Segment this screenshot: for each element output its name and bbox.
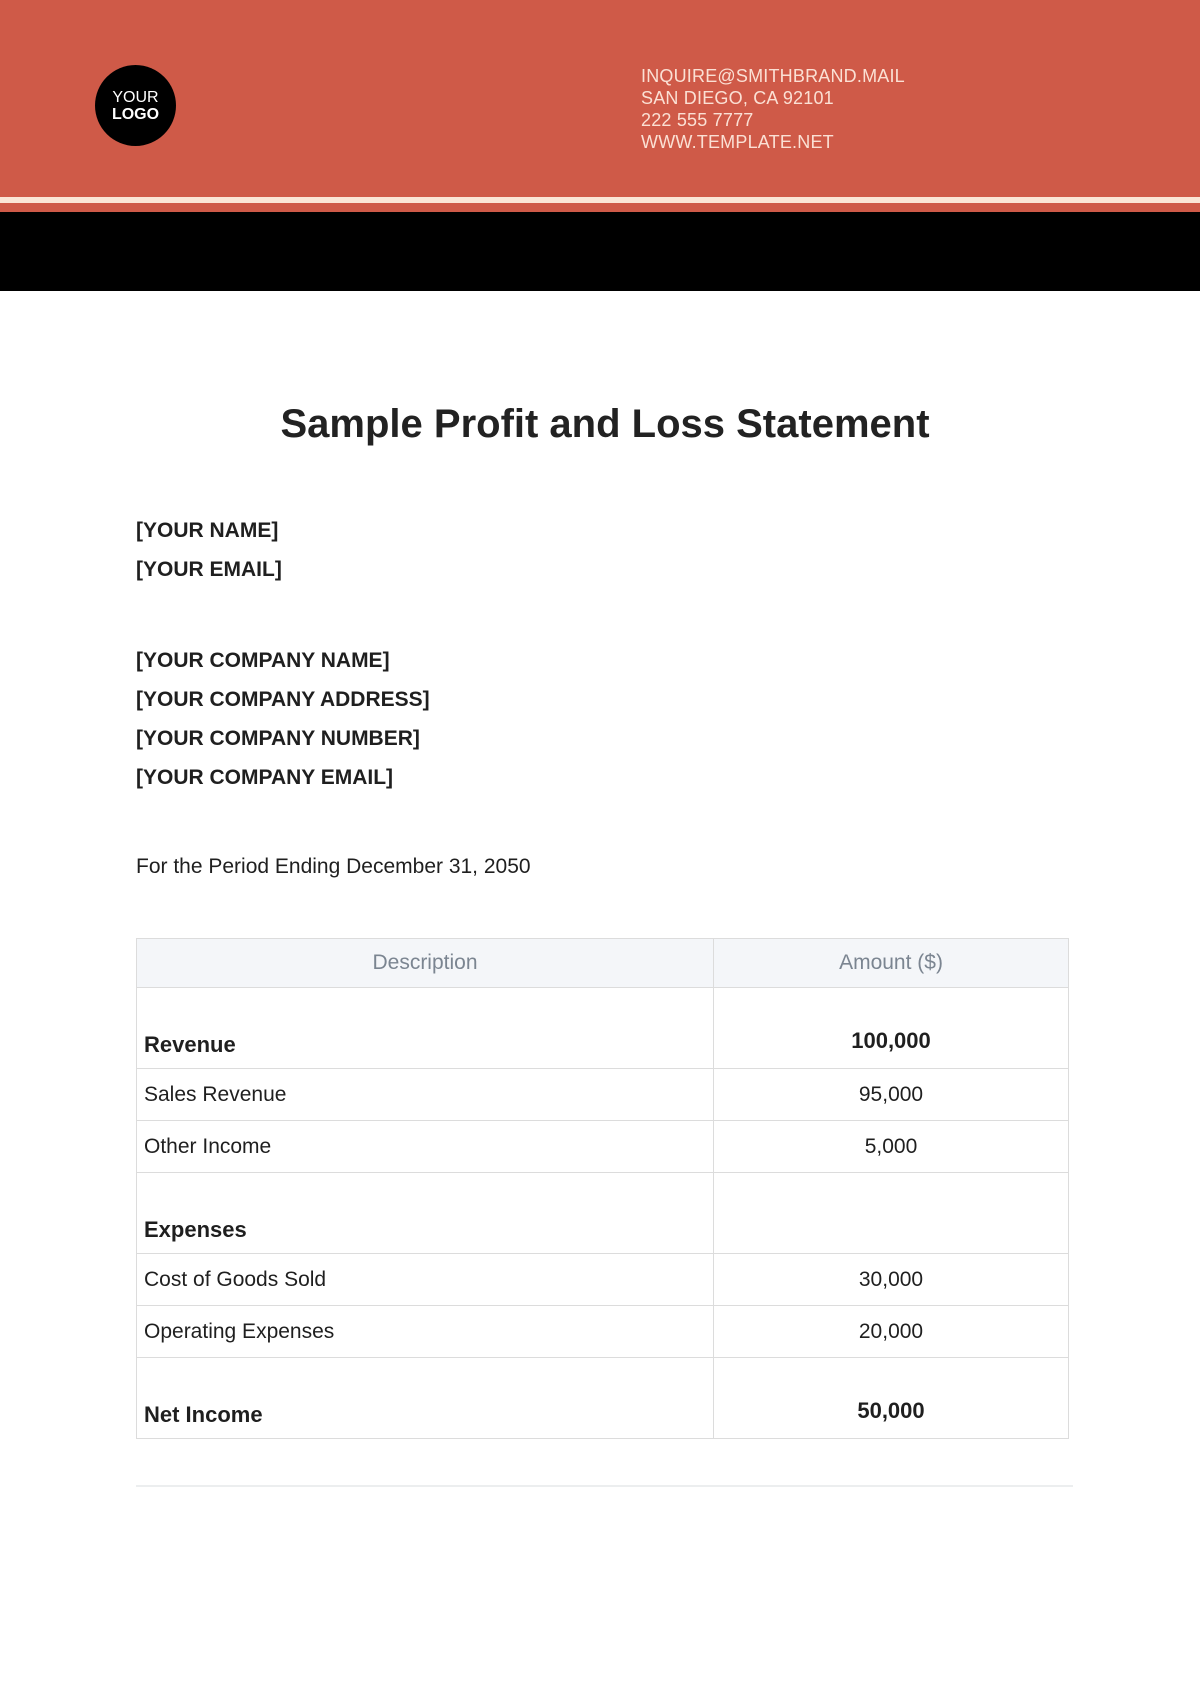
row-amount: 20,000	[713, 1305, 1069, 1358]
company-address: [YOUR COMPANY ADDRESS]	[136, 688, 430, 711]
your-name: [YOUR NAME]	[136, 519, 279, 542]
row-amount: 5,000	[713, 1120, 1069, 1173]
table-row: Cost of Goods Sold 30,000	[136, 1253, 1069, 1306]
logo-line1: YOUR	[112, 88, 159, 106]
page-title: Sample Profit and Loss Statement	[280, 402, 930, 446]
personal-info: [YOUR NAME] [YOUR EMAIL]	[136, 511, 282, 589]
contact-email: INQUIRE@SMITHBRAND.MAIL	[641, 66, 905, 86]
row-amount: 100,000	[713, 987, 1069, 1069]
logo-line2: LOGO	[111, 105, 160, 123]
row-description: Revenue	[136, 987, 714, 1069]
table-row: Operating Expenses 20,000	[136, 1305, 1069, 1358]
pl-table: Description Amount ($) Revenue 100,000 Sal…	[136, 938, 1069, 1439]
table-row: Other Income 5,000	[136, 1120, 1069, 1173]
contact-address: SAN DIEGO, CA 92101	[641, 88, 834, 108]
section-row: Expenses	[136, 1172, 1069, 1254]
company-name: [YOUR COMPANY NAME]	[136, 649, 390, 672]
contact-phone: 222 555 7777	[641, 110, 754, 130]
row-description: Sales Revenue	[136, 1068, 714, 1121]
your-email: [YOUR EMAIL]	[136, 558, 282, 581]
black-band	[0, 212, 1200, 291]
row-amount: 30,000	[713, 1253, 1069, 1306]
row-amount: 95,000	[713, 1068, 1069, 1121]
section-row: Revenue 100,000	[136, 987, 1069, 1069]
table-header: Description Amount ($)	[136, 938, 1069, 988]
period-text: For the Period Ending December 31, 2050	[136, 855, 531, 878]
row-description: Net Income	[136, 1357, 714, 1439]
contact-website: WWW.TEMPLATE.NET	[641, 132, 834, 152]
company-email: [YOUR COMPANY EMAIL]	[136, 766, 394, 789]
company-info: [YOUR COMPANY NAME] [YOUR COMPANY ADDRES…	[136, 641, 430, 797]
header-description: Description	[136, 938, 714, 988]
section-row: Net Income 50,000	[136, 1357, 1069, 1439]
contact-block: INQUIRE@SMITHBRAND.MAIL SAN DIEGO, CA 92…	[641, 65, 905, 153]
row-description: Other Income	[136, 1120, 714, 1173]
table-row: Sales Revenue 95,000	[136, 1068, 1069, 1121]
header-stripe	[0, 197, 1200, 203]
row-description: Cost of Goods Sold	[136, 1253, 714, 1306]
header-banner	[0, 0, 1200, 212]
row-description: Expenses	[136, 1172, 714, 1254]
divider	[136, 1485, 1073, 1487]
row-amount: 50,000	[713, 1357, 1069, 1439]
header-amount: Amount ($)	[713, 938, 1069, 988]
logo: YOUR LOGO	[95, 65, 176, 146]
row-amount	[713, 1172, 1069, 1254]
row-description: Operating Expenses	[136, 1305, 714, 1358]
company-number: [YOUR COMPANY NUMBER]	[136, 727, 420, 750]
